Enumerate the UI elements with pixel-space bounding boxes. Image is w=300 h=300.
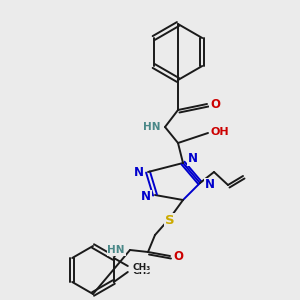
Text: HN: HN — [142, 122, 160, 132]
Text: HN: HN — [107, 245, 125, 255]
Text: N: N — [188, 152, 198, 166]
Text: O: O — [210, 98, 220, 110]
Text: N: N — [205, 178, 215, 191]
Text: OH: OH — [211, 127, 229, 137]
Text: N: N — [134, 166, 144, 178]
Text: O: O — [173, 250, 183, 263]
Text: S: S — [165, 214, 175, 227]
Text: CH₃: CH₃ — [133, 262, 151, 272]
Text: CH₃: CH₃ — [133, 266, 151, 275]
Text: N: N — [141, 190, 151, 203]
